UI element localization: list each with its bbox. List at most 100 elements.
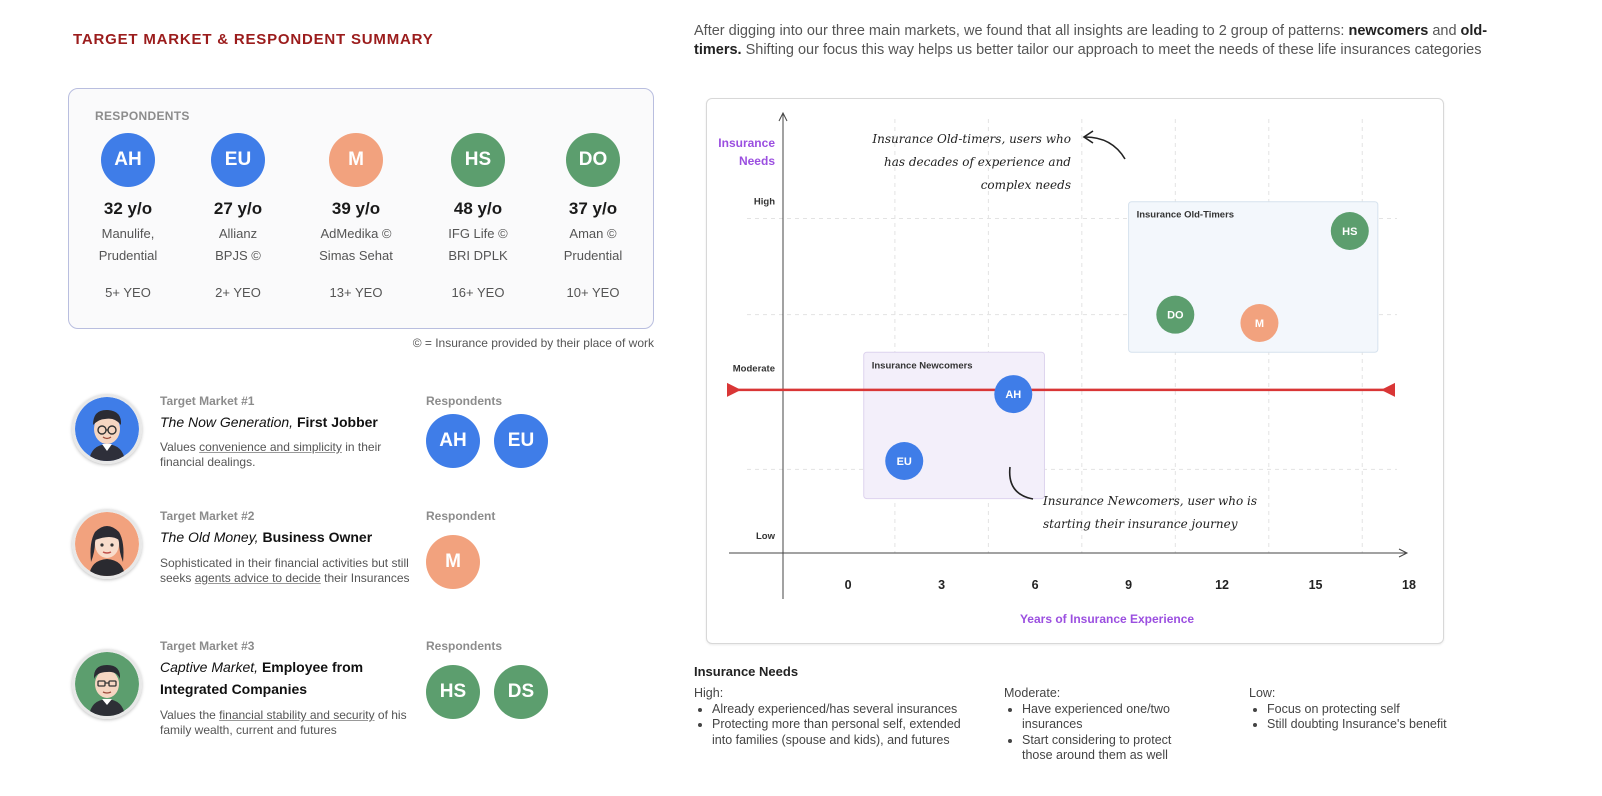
respondent-age: 48 y/o: [453, 199, 503, 218]
x-axis-arrow: [1398, 548, 1409, 558]
respondent-card: HS 48 y/o IFG Life © BRI DPLK 16+ YEO: [419, 133, 537, 300]
x-tick-label: 0: [845, 578, 852, 592]
target-market-1: Target Market #1 The Now Generation, Fir…: [72, 394, 592, 474]
respondent-avatar: M: [426, 535, 480, 589]
respondent-yeo: 2+ YEO: [215, 285, 261, 300]
legend-heading: High:: [694, 686, 724, 700]
x-tick-label: 15: [1309, 578, 1323, 592]
respondent-age: 27 y/o: [213, 199, 263, 218]
intro-paragraph: After digging into our three main market…: [694, 23, 1488, 58]
respondent-card: DO 37 y/o Aman © Prudential 10+ YEO: [534, 133, 652, 300]
legend-high: High: Already experienced/has several in…: [694, 686, 964, 748]
respondent-avatar: DS: [494, 665, 548, 719]
respondents-label: Respondents: [426, 639, 503, 653]
y-tick-label: Moderate: [733, 364, 775, 375]
legend-low: Low: Focus on protecting self Still doub…: [1249, 686, 1489, 733]
target-market-3: Target Market #3 Captive Market, Employe…: [72, 639, 592, 737]
annotation-arrowhead: [1082, 130, 1094, 144]
respondent-avatar: HS: [426, 665, 480, 719]
annotation-oldtimers: Insurance Old-timers, users who: [871, 132, 1071, 146]
region-label: Insurance Newcomers: [872, 360, 973, 371]
target-market-2: Target Market #2 The Old Money, Business…: [72, 509, 592, 599]
respondent-age: 32 y/o: [103, 199, 153, 218]
divider-arrow-left: [727, 382, 741, 397]
respondents-card: RESPONDENTS AH 32 y/o Manulife, Prudentia…: [68, 88, 654, 329]
employee-portrait-icon: [75, 652, 139, 716]
page-title: TARGET MARKET & RESPONDENT SUMMARY: [73, 31, 434, 48]
legend-item: Already experienced/has several insuranc…: [712, 702, 964, 718]
legend-moderate: Moderate: Have experienced one/two insur…: [1004, 686, 1204, 764]
respondent-yeo: 5+ YEO: [105, 285, 151, 300]
scatter-plot: Insurance Newcomers Insurance Old-Timers I…: [718, 111, 1416, 626]
respondents-label: RESPONDENTS: [95, 109, 190, 123]
annotation-oldtimers: has decades of experience and: [884, 155, 1071, 169]
target-market-label: Target Market #3: [160, 639, 255, 653]
respondent-card: EU 27 y/o Allianz BPJS © 2+ YEO: [179, 133, 297, 300]
data-point: [1330, 212, 1369, 250]
annotation-curve: [1008, 466, 1034, 500]
business-owner-portrait-icon: [75, 512, 139, 576]
target-market-label: Target Market #1: [160, 394, 255, 408]
legend-item: Still doubting Insurance's benefit: [1267, 717, 1489, 733]
respondent-insurance: Manulife, Prudential: [98, 226, 158, 263]
respondent-avatar: M: [329, 133, 383, 187]
y-axis-label: Needs: [739, 154, 775, 168]
respondent-card: AH 32 y/o Manulife, Prudential 5+ YEO: [69, 133, 187, 300]
data-point: [994, 375, 1033, 414]
target-market-label: Target Market #2: [160, 509, 255, 523]
y-axis-arrow: [778, 111, 788, 122]
legend-item: Start considering to protect those aroun…: [1022, 733, 1204, 764]
data-point-label: M: [1255, 318, 1264, 330]
legend-heading: Moderate:: [1004, 686, 1061, 700]
respondent-insurance: IFG Life © BRI DPLK: [448, 226, 508, 263]
target-market-description: Values convenience and simplicity in the…: [160, 440, 382, 469]
target-market-name: Captive Market, Employee from Integrated…: [160, 659, 364, 697]
y-axis-label: Insurance: [718, 136, 775, 150]
target-market-name: The Now Generation, First Jobber: [160, 414, 378, 430]
legend-item: Have experienced one/two insurances: [1022, 702, 1204, 733]
region-label: Insurance Old-Timers: [1137, 210, 1235, 221]
respondent-age: 37 y/o: [568, 199, 618, 218]
data-point-label: DO: [1167, 310, 1184, 322]
annotation-newcomers: starting their insurance journey: [1043, 517, 1238, 531]
data-point-label: EU: [897, 456, 912, 468]
respondent-avatar: EU: [494, 414, 548, 468]
respondent-group: HS DS: [426, 665, 548, 719]
annotation-arrow: [1084, 136, 1126, 160]
data-point-label: AH: [1005, 389, 1021, 401]
data-point: [885, 442, 924, 480]
y-tick-label: High: [754, 196, 775, 207]
data-point-label: HS: [1342, 226, 1357, 238]
first-jobber-portrait-icon: [75, 397, 139, 461]
legend-title: Insurance Needs: [694, 664, 799, 679]
avatar-first-jobber: [72, 394, 142, 464]
divider-arrow-right: [1381, 382, 1395, 397]
insurance-needs-chart: Insurance Newcomers Insurance Old-Timers I…: [706, 98, 1444, 644]
annotation-oldtimers: complex needs: [981, 178, 1071, 192]
x-tick-label: 3: [938, 578, 945, 592]
data-point: [1240, 304, 1279, 342]
respondent-card: M 39 y/o AdMedika © Simas Sehat 13+ YEO: [297, 133, 415, 300]
legend-item: Focus on protecting self: [1267, 702, 1489, 718]
respondent-insurance: Allianz BPJS ©: [215, 226, 261, 263]
annotation-newcomers: Insurance Newcomers, user who is: [1042, 494, 1257, 508]
respondent-group: AH EU: [426, 414, 548, 468]
x-tick-label: 9: [1125, 578, 1132, 592]
respondent-avatar: HS: [451, 133, 505, 187]
respondent-avatar: AH: [101, 133, 155, 187]
respondent-insurance: AdMedika © Simas Sehat: [319, 226, 393, 263]
respondents-label: Respondents: [426, 394, 503, 408]
respondent-age: 39 y/o: [331, 199, 381, 218]
y-tick-label: Low: [756, 531, 776, 542]
x-tick-label: 12: [1215, 578, 1229, 592]
respondent-group: M: [426, 535, 480, 589]
x-axis-label: Years of Insurance Experience: [1020, 612, 1194, 626]
legend-item: Protecting more than personal self, exte…: [712, 717, 964, 748]
avatar-business-owner: [72, 509, 142, 579]
respondent-insurance: Aman © Prudential: [563, 226, 623, 263]
insurance-note: © = Insurance provided by their place of…: [412, 336, 654, 350]
respondent-avatar: DO: [566, 133, 620, 187]
target-market-name: The Old Money, Business Owner: [160, 529, 373, 545]
data-point: [1156, 295, 1195, 334]
respondent-avatar: AH: [426, 414, 480, 468]
